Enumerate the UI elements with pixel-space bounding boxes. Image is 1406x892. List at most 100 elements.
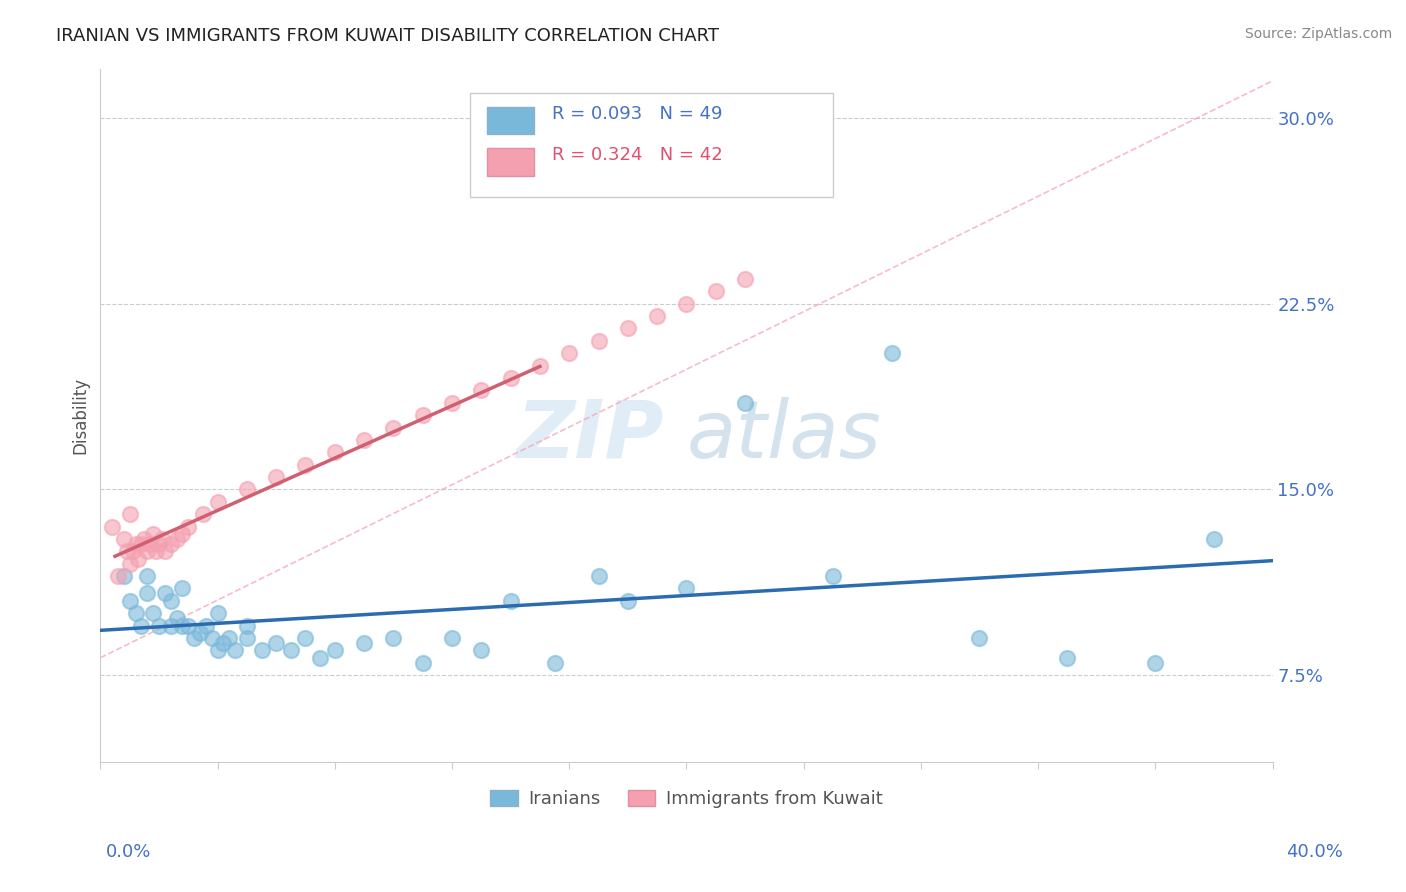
Text: R = 0.324   N = 42: R = 0.324 N = 42 [551,146,723,164]
Point [148,537,170,551]
FancyBboxPatch shape [486,148,534,176]
Point [309,650,332,665]
Point [118,507,141,521]
Point [194,618,217,632]
Text: ZIP: ZIP [516,397,664,475]
Point [382,420,405,434]
Point [191,507,214,521]
Point [323,643,346,657]
Point [136,586,159,600]
Point [617,321,640,335]
Point [212,636,235,650]
Point [588,569,610,583]
Text: 40.0%: 40.0% [1286,843,1343,861]
Point [118,557,141,571]
Point [1202,532,1225,546]
Point [499,594,522,608]
Point [470,384,492,398]
Point [142,606,165,620]
Point [734,272,756,286]
Point [172,582,194,596]
Point [136,569,159,583]
Point [558,346,581,360]
Point [112,569,135,583]
Point [224,643,246,657]
Point [353,636,375,650]
Point [131,618,153,632]
Point [412,408,434,422]
Point [150,532,173,546]
Point [188,626,211,640]
Point [675,297,697,311]
Text: 0.0%: 0.0% [105,843,150,861]
Point [107,569,129,583]
Point [166,532,188,546]
Point [201,631,224,645]
Point [412,656,434,670]
Point [183,631,205,645]
Point [159,618,181,632]
Point [675,582,697,596]
Point [543,656,565,670]
Point [236,618,259,632]
Point [207,495,229,509]
Point [250,643,273,657]
Point [118,594,141,608]
Point [177,618,200,632]
Legend: Iranians, Immigrants from Kuwait: Iranians, Immigrants from Kuwait [484,782,890,815]
Point [127,551,149,566]
Point [131,537,153,551]
FancyBboxPatch shape [486,107,534,135]
Point [153,586,176,600]
Point [124,537,146,551]
Point [134,532,156,546]
Text: atlas: atlas [686,397,882,475]
Point [159,537,181,551]
Point [969,631,991,645]
Text: IRANIAN VS IMMIGRANTS FROM KUWAIT DISABILITY CORRELATION CHART: IRANIAN VS IMMIGRANTS FROM KUWAIT DISABI… [56,27,720,45]
Point [177,519,200,533]
Point [172,527,194,541]
Point [172,618,194,632]
Point [734,396,756,410]
Point [588,334,610,348]
Point [880,346,903,360]
Point [294,458,316,472]
Point [207,643,229,657]
Point [236,483,259,497]
Point [294,631,316,645]
Point [145,544,167,558]
Point [139,537,162,551]
Point [159,594,181,608]
Point [142,527,165,541]
Point [218,631,240,645]
Point [207,606,229,620]
Point [440,396,463,410]
Point [704,285,727,299]
Point [264,636,287,650]
Point [470,643,492,657]
Point [1056,650,1078,665]
Point [440,631,463,645]
Point [821,569,844,583]
Point [382,631,405,645]
Point [166,611,188,625]
Point [153,544,176,558]
Point [148,618,170,632]
Point [645,309,668,323]
Text: Source: ZipAtlas.com: Source: ZipAtlas.com [1244,27,1392,41]
Y-axis label: Disability: Disability [72,376,89,454]
Point [136,544,159,558]
Point [617,594,640,608]
Point [280,643,302,657]
Point [236,631,259,645]
Point [1144,656,1167,670]
Point [124,606,146,620]
Point [323,445,346,459]
Text: R = 0.093   N = 49: R = 0.093 N = 49 [551,104,723,122]
Point [112,532,135,546]
Point [115,544,138,558]
FancyBboxPatch shape [470,93,832,197]
Point [529,359,551,373]
Point [264,470,287,484]
